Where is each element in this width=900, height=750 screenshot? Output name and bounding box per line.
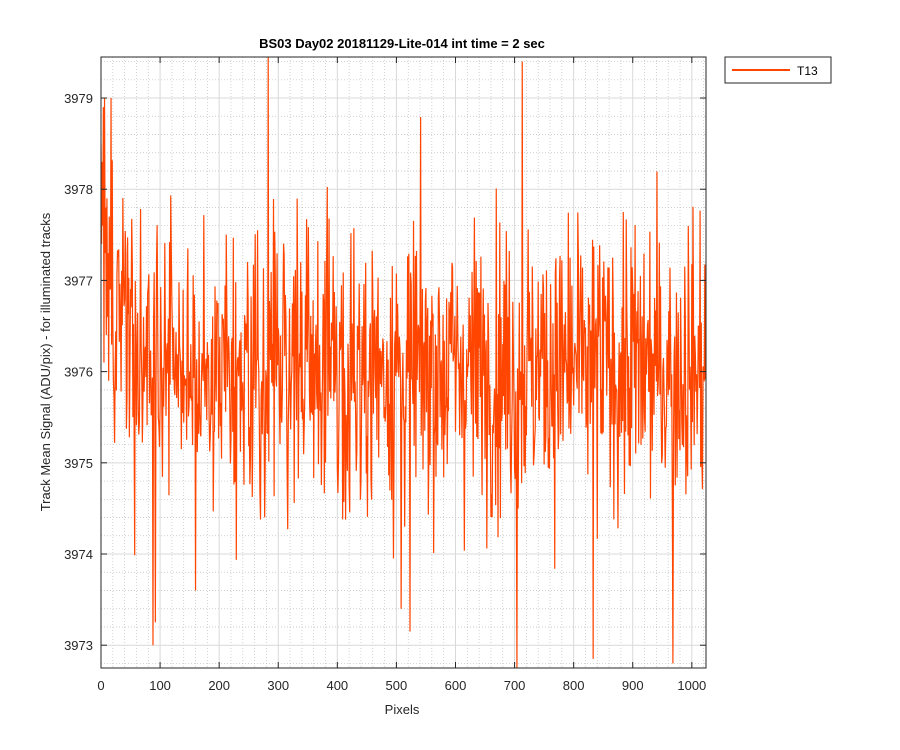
x-tick-label: 700 — [504, 678, 526, 693]
series-layer — [101, 57, 706, 668]
axes — [100, 56, 707, 669]
x-axis-label: Pixels — [385, 702, 420, 717]
x-tick-label: 900 — [622, 678, 644, 693]
y-tick-label: 3975 — [64, 456, 93, 471]
y-tick-label: 3978 — [64, 182, 93, 197]
y-tick-label: 3977 — [64, 273, 93, 288]
y-tick-label: 3974 — [64, 547, 93, 562]
x-tick-label: 1000 — [677, 678, 706, 693]
series-line-t13 — [101, 57, 706, 668]
x-tick-label: 100 — [149, 678, 171, 693]
legend[interactable]: T13 — [724, 56, 832, 84]
x-tick-label: 0 — [97, 678, 104, 693]
y-tick-label: 3973 — [64, 638, 93, 653]
tick-labels: 0 100 200 300 400 500 600 700 800 900 1000 3973 3974… — [64, 91, 706, 693]
x-tick-label: 400 — [326, 678, 348, 693]
legend-entry-t13: T13 — [797, 64, 818, 78]
x-tick-label: 300 — [267, 678, 289, 693]
y-tick-label: 3979 — [64, 91, 93, 106]
x-tick-label: 800 — [563, 678, 585, 693]
y-tick-label: 3976 — [64, 365, 93, 380]
x-tick-label: 500 — [386, 678, 408, 693]
y-axis-label: Track Mean Signal (ADU/pix) - for illumi… — [38, 212, 53, 511]
chart-title: BS03 Day02 20181129-Lite-014 int time = … — [259, 36, 545, 51]
axes-box — [100, 56, 707, 669]
x-tick-label: 600 — [445, 678, 467, 693]
x-tick-label: 200 — [208, 678, 230, 693]
